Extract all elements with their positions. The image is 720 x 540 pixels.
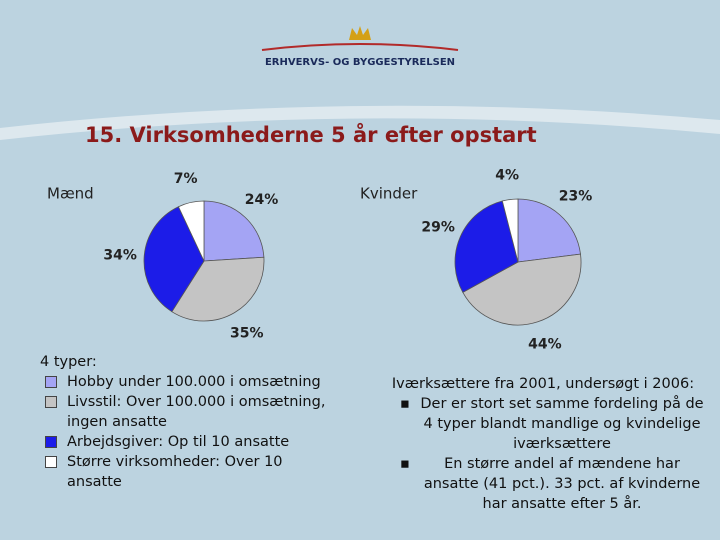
legend-item: Hobby under 100.000 i omsætning [40, 372, 330, 392]
notes-intro: Iværksættere fra 2001, undersøgt i 2006: [391, 376, 695, 392]
value-label: 4% [495, 168, 519, 184]
notes: Iværksættere fra 2001, undersøgt i 2006:… [388, 374, 708, 514]
pie-slice [171, 256, 265, 322]
slide-title: 15. Virksomhederne 5 år efter opstart [85, 122, 537, 147]
value-label: 24% [245, 192, 279, 208]
legend-swatch [45, 376, 57, 388]
value-label: 35% [230, 325, 264, 341]
legend-items: Hobby under 100.000 i omsætning Livsstil:… [40, 372, 330, 492]
legend-swatch [45, 396, 57, 408]
notes-bullets: Der er stort set samme fordeling på de 4… [388, 394, 708, 514]
bullet: Der er stort set samme fordeling på de 4… [388, 394, 708, 454]
value-label: 34% [103, 248, 137, 264]
header-band [0, 105, 720, 140]
crown-logo [349, 26, 371, 40]
legend-title: 4 typer: [40, 354, 97, 370]
legend-swatch [45, 436, 57, 448]
chart-title: Mænd [47, 185, 94, 203]
legend: 4 typer: Hobby under 100.000 i omsætning… [40, 352, 330, 492]
value-label: 29% [421, 219, 455, 235]
organization: ERHVERVS- OG BYGGESTYRELSEN [265, 57, 455, 68]
bullet: En større andel af mændene har ansatte (… [388, 454, 708, 514]
legend-item: Større virksomheder: Over 10 ansatte [40, 452, 330, 492]
legend-item: Arbejdsgiver: Op til 10 ansatte [40, 432, 330, 452]
legend-swatch [45, 456, 57, 468]
value-label: 7% [174, 171, 198, 187]
pie-slice [203, 200, 265, 262]
value-label: 44% [528, 337, 562, 353]
value-label: 23% [559, 189, 593, 205]
pie-slice [454, 200, 519, 293]
pie-slice [143, 206, 205, 313]
pie-slice [501, 198, 519, 263]
pie-slice [462, 253, 582, 326]
pie-slice [517, 198, 581, 263]
chart-title: Kvinder [360, 185, 418, 203]
header-arc [261, 43, 459, 51]
legend-item: Livsstil: Over 100.000 i omsætning, inge… [40, 392, 330, 432]
pie-slice [177, 200, 205, 262]
